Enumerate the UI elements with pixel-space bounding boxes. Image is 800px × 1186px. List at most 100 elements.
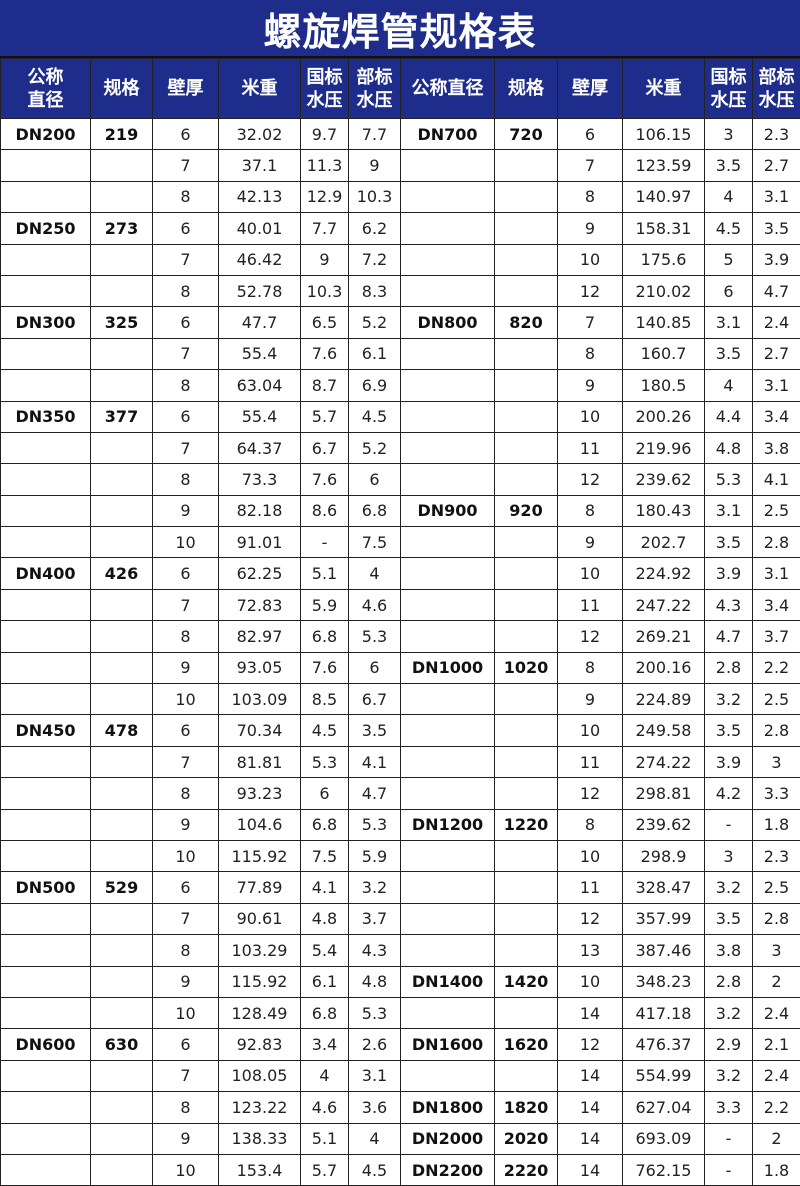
cell-nominal-diameter xyxy=(401,621,495,652)
cell-nominal-diameter: DN250 xyxy=(1,213,91,244)
cell-industry-water-pressure: 3.8 xyxy=(753,432,800,463)
header-gb-water-pressure: 国标 水压 xyxy=(301,59,349,119)
cell-wall-thickness: 9 xyxy=(153,809,219,840)
cell-nominal-diameter: DN1200 xyxy=(401,809,495,840)
cell-spec xyxy=(91,244,153,275)
cell-nominal-diameter: DN400 xyxy=(1,558,91,589)
cell-wall-thickness: 8 xyxy=(558,809,623,840)
cell-wall-thickness: 14 xyxy=(558,1092,623,1123)
cell-gb-water-pressure: - xyxy=(705,1154,753,1185)
cell-wall-thickness: 8 xyxy=(558,338,623,369)
cell-industry-water-pressure: 6.1 xyxy=(349,338,401,369)
cell-spec xyxy=(91,181,153,212)
cell-industry-water-pressure: 2.4 xyxy=(753,1060,800,1091)
cell-nominal-diameter xyxy=(401,244,495,275)
header-nominal-diameter: 公称 直径 xyxy=(1,59,91,119)
cell-gb-water-pressure: 3.5 xyxy=(705,527,753,558)
cell-gb-water-pressure: 4.2 xyxy=(705,778,753,809)
cell-wall-thickness: 8 xyxy=(153,935,219,966)
cell-spec: 1620 xyxy=(495,1029,558,1060)
cell-industry-water-pressure: 5.2 xyxy=(349,307,401,338)
cell-wall-thickness: 6 xyxy=(153,558,219,589)
cell-spec: 2220 xyxy=(495,1154,558,1185)
cell-nominal-diameter: DN2000 xyxy=(401,1123,495,1154)
cell-industry-water-pressure: 3.4 xyxy=(753,401,800,432)
cell-industry-water-pressure: 3.5 xyxy=(349,715,401,746)
cell-spec xyxy=(91,778,153,809)
cell-spec xyxy=(495,715,558,746)
cell-nominal-diameter: DN450 xyxy=(1,715,91,746)
cell-nominal-diameter xyxy=(1,809,91,840)
cell-spec xyxy=(495,621,558,652)
header-weight-per-meter: 米重 xyxy=(623,59,705,119)
cell-nominal-diameter xyxy=(401,997,495,1028)
cell-weight-per-meter: 70.34 xyxy=(219,715,301,746)
cell-nominal-diameter: DN700 xyxy=(401,119,495,150)
cell-weight-per-meter: 269.21 xyxy=(623,621,705,652)
cell-wall-thickness: 6 xyxy=(153,401,219,432)
cell-industry-water-pressure: 5.3 xyxy=(349,621,401,652)
cell-wall-thickness: 6 xyxy=(153,119,219,150)
cell-nominal-diameter xyxy=(401,778,495,809)
cell-nominal-diameter xyxy=(401,275,495,306)
cell-gb-water-pressure: 3.5 xyxy=(705,338,753,369)
cell-wall-thickness: 10 xyxy=(558,966,623,997)
cell-wall-thickness: 8 xyxy=(153,181,219,212)
cell-wall-thickness: 12 xyxy=(558,1029,623,1060)
cell-spec xyxy=(495,181,558,212)
cell-industry-water-pressure: 4.7 xyxy=(753,275,800,306)
cell-spec xyxy=(91,746,153,777)
cell-nominal-diameter: DN1400 xyxy=(401,966,495,997)
cell-wall-thickness: 6 xyxy=(153,213,219,244)
cell-wall-thickness: 7 xyxy=(153,903,219,934)
cell-nominal-diameter xyxy=(401,432,495,463)
cell-nominal-diameter xyxy=(401,935,495,966)
cell-wall-thickness: 8 xyxy=(153,275,219,306)
page-title: 螺旋焊管规格表 xyxy=(0,0,800,58)
cell-wall-thickness: 8 xyxy=(558,181,623,212)
cell-gb-water-pressure: 5.9 xyxy=(301,589,349,620)
cell-wall-thickness: 9 xyxy=(558,527,623,558)
cell-wall-thickness: 7 xyxy=(153,1060,219,1091)
header-spec: 规格 xyxy=(91,59,153,119)
cell-spec xyxy=(495,746,558,777)
cell-gb-water-pressure: 8.7 xyxy=(301,370,349,401)
cell-wall-thickness: 9 xyxy=(153,652,219,683)
cell-gb-water-pressure: 3.1 xyxy=(705,307,753,338)
cell-industry-water-pressure: 3.3 xyxy=(753,778,800,809)
cell-weight-per-meter: 108.05 xyxy=(219,1060,301,1091)
cell-gb-water-pressure: 4.5 xyxy=(705,213,753,244)
cell-weight-per-meter: 180.43 xyxy=(623,495,705,526)
cell-spec: 377 xyxy=(91,401,153,432)
cell-wall-thickness: 8 xyxy=(153,1092,219,1123)
cell-spec: 1020 xyxy=(495,652,558,683)
cell-spec xyxy=(495,1060,558,1091)
cell-wall-thickness: 11 xyxy=(558,432,623,463)
cell-nominal-diameter xyxy=(1,1060,91,1091)
cell-weight-per-meter: 180.5 xyxy=(623,370,705,401)
cell-industry-water-pressure: 2.8 xyxy=(753,715,800,746)
cell-wall-thickness: 9 xyxy=(153,495,219,526)
cell-industry-water-pressure: 2.2 xyxy=(753,652,800,683)
cell-gb-water-pressure: 4.8 xyxy=(705,432,753,463)
header-spec: 规格 xyxy=(495,59,558,119)
cell-wall-thickness: 14 xyxy=(558,1154,623,1185)
cell-weight-per-meter: 40.01 xyxy=(219,213,301,244)
cell-gb-water-pressure: 6 xyxy=(301,778,349,809)
cell-gb-water-pressure: 3.1 xyxy=(705,495,753,526)
cell-weight-per-meter: 202.7 xyxy=(623,527,705,558)
cell-wall-thickness: 10 xyxy=(558,715,623,746)
cell-gb-water-pressure: 4.6 xyxy=(301,1092,349,1123)
cell-wall-thickness: 12 xyxy=(558,621,623,652)
cell-nominal-diameter xyxy=(1,1092,91,1123)
cell-weight-per-meter: 55.4 xyxy=(219,338,301,369)
cell-nominal-diameter xyxy=(401,872,495,903)
cell-spec xyxy=(495,370,558,401)
cell-industry-water-pressure: 6 xyxy=(349,652,401,683)
cell-gb-water-pressure: 2.9 xyxy=(705,1029,753,1060)
cell-gb-water-pressure: 4.3 xyxy=(705,589,753,620)
